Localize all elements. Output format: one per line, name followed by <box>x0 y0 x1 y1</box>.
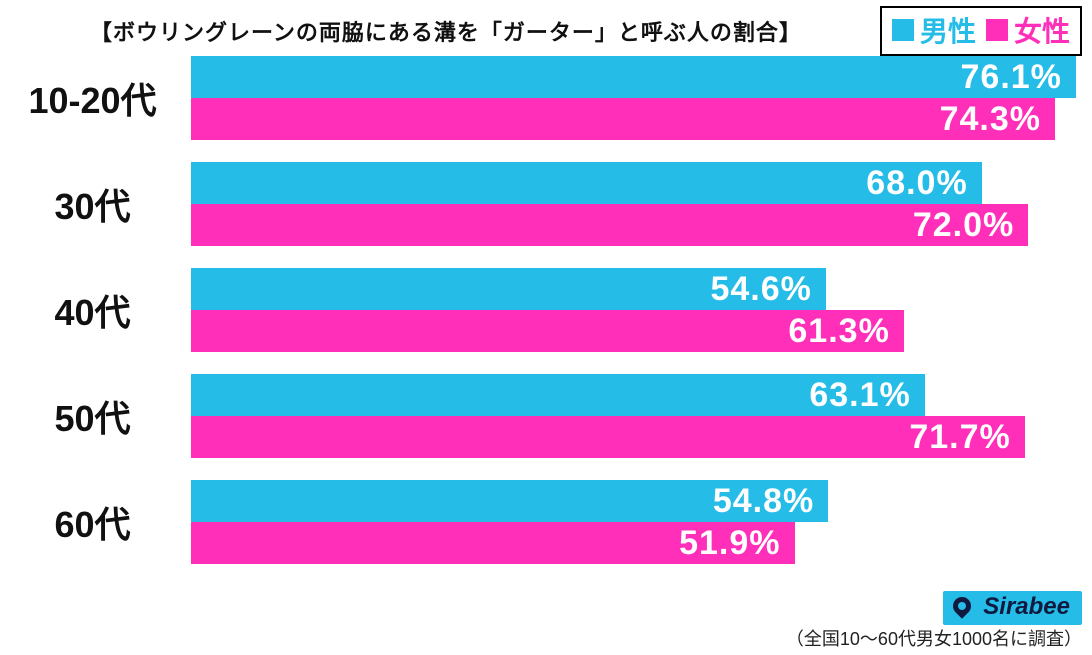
legend-male: 男性 <box>892 10 976 50</box>
legend-female-label: 女性 <box>1014 10 1070 50</box>
bar-male: 54.8% <box>191 480 828 522</box>
bar-male: 63.1% <box>191 374 925 416</box>
bar-male-value: 63.1% <box>809 376 910 415</box>
ylabel: 30代 <box>0 178 191 230</box>
group-3: 50代63.1%71.7% <box>0 374 1092 458</box>
brand-badge: Sirabee <box>943 591 1082 625</box>
bar-female: 61.3% <box>191 310 904 352</box>
bar-female-value: 51.9% <box>679 524 780 563</box>
legend-female: 女性 <box>986 10 1070 50</box>
bar-pair: 68.0%72.0% <box>191 162 1092 246</box>
chart-title: 【ボウリングレーンの両脇にある溝を「ガーター」と呼ぶ人の割合】 <box>90 15 802 47</box>
bar-female-value: 74.3% <box>940 100 1041 139</box>
bar-pair: 76.1%74.3% <box>191 56 1092 140</box>
bar-male-value: 54.6% <box>710 270 811 309</box>
legend: 男性 女性 <box>880 6 1082 56</box>
legend-female-swatch <box>986 19 1008 41</box>
bar-female: 72.0% <box>191 204 1028 246</box>
legend-male-swatch <box>892 19 914 41</box>
ylabel: 60代 <box>0 496 191 548</box>
bar-male: 68.0% <box>191 162 982 204</box>
group-2: 40代54.6%61.3% <box>0 268 1092 352</box>
legend-male-label: 男性 <box>920 10 976 50</box>
bar-chart: 10-20代76.1%74.3%30代68.0%72.0%40代54.6%61.… <box>0 56 1092 586</box>
bar-pair: 54.6%61.3% <box>191 268 1092 352</box>
bar-female-value: 61.3% <box>788 312 889 351</box>
bar-male-value: 76.1% <box>961 58 1062 97</box>
bar-male-value: 54.8% <box>713 482 814 521</box>
bar-male-value: 68.0% <box>866 164 967 203</box>
ylabel: 10-20代 <box>0 72 191 124</box>
footnote: （全国10〜60代男女1000名に調査） <box>786 625 1082 651</box>
ylabel: 50代 <box>0 390 191 442</box>
group-4: 60代54.8%51.9% <box>0 480 1092 564</box>
bar-male: 54.6% <box>191 268 826 310</box>
ylabel: 40代 <box>0 284 191 336</box>
bar-female-value: 71.7% <box>909 418 1010 457</box>
bar-pair: 54.8%51.9% <box>191 480 1092 564</box>
bar-female: 71.7% <box>191 416 1025 458</box>
group-1: 30代68.0%72.0% <box>0 162 1092 246</box>
bar-female: 74.3% <box>191 98 1055 140</box>
bar-male: 76.1% <box>191 56 1076 98</box>
bar-female: 51.9% <box>191 522 795 564</box>
bar-female-value: 72.0% <box>913 206 1014 245</box>
group-0: 10-20代76.1%74.3% <box>0 56 1092 140</box>
bar-pair: 63.1%71.7% <box>191 374 1092 458</box>
